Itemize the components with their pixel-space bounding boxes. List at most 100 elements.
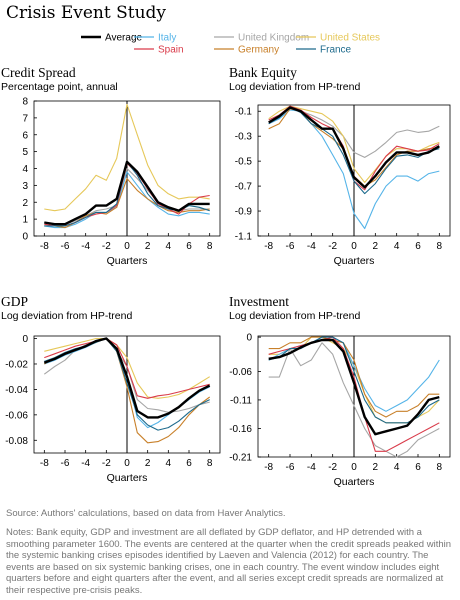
credit-spread-ytick-label: 0 — [22, 232, 28, 243]
gdp-xtick-label: 8 — [207, 458, 213, 469]
legend-label-germany: Germany — [238, 45, 279, 56]
credit-spread-subtitle: Percentage point, annual — [1, 81, 118, 93]
investment-ytick-label: -0.21 — [229, 453, 252, 464]
credit-spread-ytick-label: 5 — [22, 147, 28, 158]
bank-equity-xtick-label: 0 — [351, 241, 357, 252]
credit-spread-series-united-states — [44, 103, 210, 212]
gdp-xtick-label: 2 — [145, 458, 151, 469]
legend-label-italy: Italy — [158, 33, 176, 44]
investment-xtick-label: -4 — [307, 462, 316, 473]
credit-spread-xtick-label: 4 — [166, 241, 172, 252]
credit-spread-ytick-label: 2 — [22, 198, 28, 209]
investment-series-average — [268, 338, 440, 436]
gdp-xtick-label: -8 — [40, 458, 49, 469]
legend-label-spain: Spain — [158, 45, 184, 56]
credit-spread-ytick-label: 6 — [22, 130, 28, 141]
bank-equity-xtick-label: -2 — [328, 241, 337, 252]
gdp-series-spain — [44, 337, 210, 399]
investment-series-united-kingdom — [268, 342, 440, 458]
credit-spread-xtick-label: -2 — [102, 241, 111, 252]
gdp-xtick-label: 6 — [186, 458, 192, 469]
investment-xtick-label: 6 — [415, 462, 421, 473]
gdp-title: GDP — [1, 294, 28, 309]
bank-equity-xtick-label: -8 — [264, 241, 273, 252]
credit-spread-xtick-label: 6 — [186, 241, 192, 252]
credit-spread-xtick-label: 8 — [207, 241, 213, 252]
gdp-xtick-label: 0 — [124, 458, 130, 469]
bank-equity-xtick-label: -6 — [286, 241, 295, 252]
bank-equity-xtick-label: 8 — [437, 241, 443, 252]
investment-xtick-label: -6 — [286, 462, 295, 473]
credit-spread-series-italy — [44, 171, 210, 229]
gdp-series-france — [44, 337, 210, 431]
credit-spread-ytick-label: 8 — [22, 97, 28, 108]
investment-ytick-label: -0.11 — [230, 395, 252, 406]
investment-xtick-label: -8 — [264, 462, 273, 473]
bank-equity-ytick-label: -1.1 — [235, 232, 253, 243]
credit-spread-xtick-label: 2 — [145, 241, 151, 252]
credit-spread-ytick-label: 3 — [22, 181, 28, 192]
gdp-ytick-label: -0.08 — [5, 436, 28, 447]
gdp-series-united-states — [44, 337, 210, 399]
investment-xtick-label: 2 — [373, 462, 379, 473]
credit-spread-title: Credit Spread — [1, 65, 76, 80]
bank-equity-xtick-label: 2 — [373, 241, 379, 252]
gdp-series-average — [43, 337, 211, 419]
source-note: Source: Authors' calculations, based on … — [6, 508, 286, 519]
bank-equity-title: Bank Equity — [229, 65, 297, 80]
investment-ytick-label: -0.16 — [229, 424, 252, 435]
gdp-xtick-label: 4 — [166, 458, 172, 469]
gdp-ytick-label: -0.02 — [5, 359, 28, 370]
bank-equity-xtick-label: 4 — [394, 241, 400, 252]
gdp-ytick-label: -0.04 — [5, 385, 28, 396]
bank-equity-ytick-label: -0.7 — [235, 182, 253, 193]
notes-text: Notes: Bank equity, GDP and investment a… — [6, 527, 452, 596]
investment-title: Investment — [229, 294, 289, 309]
credit-spread-ytick-label: 4 — [22, 164, 28, 175]
legend-label-united-states: United States — [320, 33, 380, 44]
legend: Average Italy United Kingdom United States S… — [81, 33, 380, 56]
investment-ytick-label: -0.06 — [229, 367, 252, 378]
investment-xtick-label: -2 — [328, 462, 337, 473]
bank-equity-subtitle: Log deviation from HP-trend — [229, 81, 360, 93]
gdp-ytick-label: 0 — [22, 334, 28, 345]
investment-xlabel: Quarters — [334, 476, 375, 488]
investment-series-spain — [268, 336, 440, 452]
bank-equity-ytick-label: -0.3 — [235, 132, 253, 143]
bank-equity-series-average — [268, 106, 440, 189]
bank-equity-ytick-label: -0.5 — [235, 157, 253, 168]
credit-spread-ytick-label: 7 — [22, 113, 28, 124]
investment-xtick-label: 4 — [394, 462, 400, 473]
investment-ytick-label: 0 — [246, 333, 252, 344]
bank-equity-ytick-label: -0.1 — [235, 107, 253, 118]
investment-subtitle: Log deviation from HP-trend — [229, 310, 360, 322]
legend-label-france: France — [320, 45, 352, 56]
gdp-subtitle: Log deviation from HP-trend — [1, 310, 132, 322]
legend-label-average: Average — [105, 33, 143, 44]
legend-label-united-kingdom: United Kingdom — [238, 33, 309, 44]
credit-spread-xlabel: Quarters — [107, 255, 148, 267]
bank-equity-xtick-label: 6 — [415, 241, 421, 252]
investment-series-germany — [268, 336, 440, 418]
bank-equity-xtick-label: -4 — [307, 241, 316, 252]
investment-xtick-label: 8 — [437, 462, 443, 473]
credit-spread-xtick-label: -4 — [81, 241, 90, 252]
chart-title: Crisis Event Study — [6, 3, 167, 23]
credit-spread-xtick-label: 0 — [124, 241, 130, 252]
bank-equity-ytick-label: -0.9 — [235, 207, 253, 218]
gdp-ytick-label: -0.06 — [5, 410, 28, 421]
bank-equity-xlabel: Quarters — [334, 255, 375, 267]
investment-xtick-label: 0 — [351, 462, 357, 473]
gdp-xtick-label: -4 — [81, 458, 90, 469]
gdp-xlabel: Quarters — [107, 472, 148, 484]
gdp-xtick-label: -2 — [102, 458, 111, 469]
credit-spread-series-average — [44, 160, 210, 226]
credit-spread-xtick-label: -6 — [61, 241, 70, 252]
gdp-xtick-label: -6 — [61, 458, 70, 469]
credit-spread-xtick-label: -8 — [40, 241, 49, 252]
credit-spread-ytick-label: 1 — [22, 215, 28, 226]
